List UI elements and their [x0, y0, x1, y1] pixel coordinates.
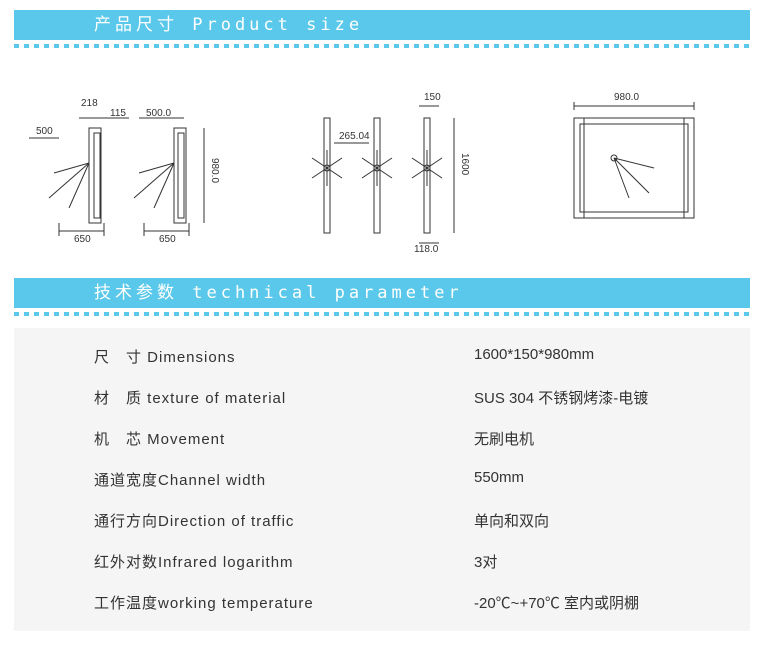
- table-row: 红外对数Infrared logarithm 3对: [14, 541, 750, 582]
- param-value: 无刷电机: [474, 428, 750, 449]
- dim-115: 115: [110, 108, 126, 119]
- param-value: 550mm: [474, 469, 750, 490]
- param-label: 红外对数Infrared logarithm: [94, 551, 474, 572]
- table-row: 通行方向Direction of traffic 单向和双向: [14, 500, 750, 541]
- dim-150: 150: [424, 92, 441, 103]
- param-value: SUS 304 不锈钢烤漆-电镀: [474, 387, 750, 408]
- dim-500: 500: [36, 126, 53, 137]
- param-label: 材 质 texture of material: [94, 387, 474, 408]
- param-label: 通行方向Direction of traffic: [94, 510, 474, 531]
- param-value: 单向和双向: [474, 510, 750, 531]
- table-row: 通道宽度Channel width 550mm: [14, 459, 750, 500]
- dim-980t: 980.0: [614, 92, 639, 103]
- table-row: 尺 寸 Dimensions 1600*150*980mm: [14, 336, 750, 377]
- diagram-area: 500 218 115 500.0 650 650 980.0: [14, 58, 750, 258]
- dim-1600: 1600: [459, 153, 470, 175]
- param-value: -20℃~+70℃ 室内或阴棚: [474, 592, 750, 613]
- param-label: 工作温度working temperature: [94, 592, 474, 613]
- section-header-size: 产品尺寸 Product size: [14, 10, 750, 40]
- table-row: 工作温度working temperature -20℃~+70℃ 室内或阴棚: [14, 582, 750, 623]
- param-label: 尺 寸 Dimensions: [94, 346, 474, 367]
- dim-980v: 980.0: [209, 158, 220, 183]
- diagram-side: [304, 88, 484, 258]
- section-header-tech: 技术参数 technical parameter: [14, 278, 750, 308]
- divider: [14, 44, 750, 48]
- table-row: 材 质 texture of material SUS 304 不锈钢烤漆-电镀: [14, 377, 750, 418]
- dim-500b: 500.0: [146, 108, 171, 119]
- dim-218: 218: [81, 98, 98, 109]
- dim-650b: 650: [159, 234, 176, 245]
- divider: [14, 312, 750, 316]
- section-title-tech: 技术参数 technical parameter: [94, 283, 463, 303]
- param-label: 机 芯 Movement: [94, 428, 474, 449]
- param-table: 尺 寸 Dimensions 1600*150*980mm 材 质 textur…: [14, 328, 750, 631]
- param-value: 1600*150*980mm: [474, 346, 750, 367]
- table-row: 机 芯 Movement 无刷电机: [14, 418, 750, 459]
- param-label: 通道宽度Channel width: [94, 469, 474, 490]
- dim-650a: 650: [74, 234, 91, 245]
- dim-118: 118.0: [414, 244, 438, 255]
- diagram-top: [554, 88, 714, 238]
- param-value: 3对: [474, 551, 750, 572]
- section-title-size: 产品尺寸 Product size: [94, 15, 363, 35]
- dim-265: 265.04: [339, 131, 370, 142]
